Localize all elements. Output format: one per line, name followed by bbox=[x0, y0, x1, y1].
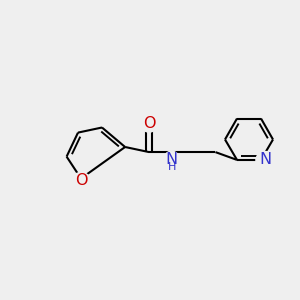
Text: O: O bbox=[143, 116, 155, 131]
Ellipse shape bbox=[71, 172, 91, 189]
Text: N: N bbox=[260, 152, 272, 167]
Text: N: N bbox=[166, 152, 178, 167]
Ellipse shape bbox=[256, 152, 275, 168]
Ellipse shape bbox=[163, 151, 181, 174]
Text: O: O bbox=[75, 173, 87, 188]
Ellipse shape bbox=[140, 115, 159, 132]
Text: H: H bbox=[167, 162, 176, 172]
